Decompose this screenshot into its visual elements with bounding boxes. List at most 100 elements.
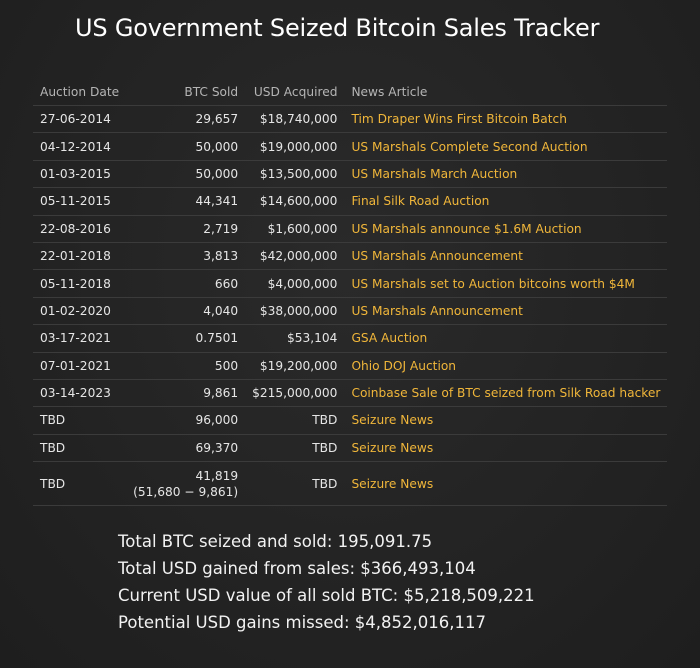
auction-date-cell: 22-08-2016 xyxy=(33,215,127,243)
news-article-cell: Final Silk Road Auction xyxy=(344,187,668,216)
usd-acquired-cell: $14,600,000 xyxy=(245,187,345,216)
news-article-link[interactable]: US Marshals March Auction xyxy=(351,166,518,181)
totals-summary: Total BTC seized and sold: 195,091.75 To… xyxy=(118,528,535,636)
btc-sold-value: 69,370 xyxy=(195,440,239,455)
total-usd-gained: Total USD gained from sales: $366,493,10… xyxy=(118,559,476,578)
auction-date-cell: 27-06-2014 xyxy=(33,105,127,134)
news-article-link[interactable]: US Marshals Complete Second Auction xyxy=(351,139,588,154)
news-article-link[interactable]: Seizure News xyxy=(351,476,434,491)
btc-sold-value: 50,000 xyxy=(195,139,239,154)
btc-sold-value: 41,819 xyxy=(195,468,239,483)
btc-sold-cell: 50,000 xyxy=(126,132,246,161)
current-usd-value: Current USD value of all sold BTC: $5,21… xyxy=(118,586,535,605)
table-row: 27-06-2014 29,657 $18,740,000 Tim Draper Wi… xyxy=(33,105,668,134)
btc-sold-breakdown: (51,680 − 9,861) xyxy=(133,484,239,499)
news-article-cell: US Marshals March Auction xyxy=(344,160,668,189)
news-article-link[interactable]: GSA Auction xyxy=(351,331,428,346)
usd-acquired-cell: $19,000,000 xyxy=(245,132,345,161)
news-article-link[interactable]: Final Silk Road Auction xyxy=(351,194,490,209)
news-article-cell: US Marshals Announcement xyxy=(344,242,668,271)
usd-acquired-cell: $53,104 xyxy=(245,324,345,353)
btc-sold-value: 4,040 xyxy=(203,303,239,318)
auction-date-cell: 22-01-2018 xyxy=(33,242,127,271)
table-row: TBD 96,000 TBD Seizure News xyxy=(33,406,668,435)
btc-sold-value: 44,341 xyxy=(195,194,239,209)
news-article-cell: Seizure News xyxy=(344,461,668,507)
btc-sold-cell: 44,341 xyxy=(126,187,246,216)
usd-acquired-cell: $42,000,000 xyxy=(245,242,345,271)
usd-acquired-cell: TBD xyxy=(245,461,345,507)
news-article-link[interactable]: Seizure News xyxy=(351,440,434,455)
auction-date-cell: 03-14-2023 xyxy=(33,379,127,408)
total-btc-sold: Total BTC seized and sold: 195,091.75 xyxy=(118,532,433,551)
btc-sold-cell: 41,819 (51,680 − 9,861) xyxy=(126,461,246,507)
news-article-cell: Ohio DOJ Auction xyxy=(344,352,668,380)
news-article-cell: Tim Draper Wins First Bitcoin Batch xyxy=(344,105,668,134)
table-row: 01-03-2015 50,000 $13,500,000 US Marshals M… xyxy=(33,160,668,189)
news-article-link[interactable]: Ohio DOJ Auction xyxy=(351,358,457,373)
auction-date-cell: 05-11-2015 xyxy=(33,187,127,216)
page-title: US Government Seized Bitcoin Sales Track… xyxy=(75,14,600,42)
auction-date-cell: 01-03-2015 xyxy=(33,160,127,189)
table-body: 27-06-2014 29,657 $18,740,000 Tim Draper Wi… xyxy=(33,105,668,507)
news-article-cell: GSA Auction xyxy=(344,324,668,353)
auction-table: Auction Date BTC Sold USD Acquired News … xyxy=(33,78,668,507)
auction-date-cell: 05-11-2018 xyxy=(33,269,127,298)
usd-acquired-cell: $19,200,000 xyxy=(245,352,345,380)
table-row: 04-12-2014 50,000 $19,000,000 US Marshals C… xyxy=(33,132,668,161)
btc-sold-value: 0.7501 xyxy=(195,331,239,346)
btc-sold-cell: 50,000 xyxy=(126,160,246,189)
news-article-link[interactable]: US Marshals set to Auction bitcoins wort… xyxy=(351,276,635,291)
btc-sold-value: 9,861 xyxy=(203,386,239,401)
btc-sold-cell: 69,370 xyxy=(126,434,246,463)
btc-sold-value: 500 xyxy=(214,358,239,373)
table-row: 22-01-2018 3,813 $42,000,000 US Marshals An… xyxy=(33,242,668,271)
btc-sold-cell: 0.7501 xyxy=(126,324,246,353)
news-article-cell: US Marshals announce $1.6M Auction xyxy=(344,215,668,243)
table-row: 05-11-2018 660 $4,000,000 US Marshals set t… xyxy=(33,269,668,298)
btc-sold-value: 29,657 xyxy=(195,112,239,127)
btc-sold-value: 50,000 xyxy=(195,166,239,181)
auction-date-cell: 04-12-2014 xyxy=(33,132,127,161)
usd-acquired-cell: TBD xyxy=(245,434,345,463)
news-article-link[interactable]: Coinbase Sale of BTC seized from Silk Ro… xyxy=(351,386,661,401)
news-article-link[interactable]: Seizure News xyxy=(351,413,434,428)
btc-sold-cell: 3,813 xyxy=(126,242,246,271)
table-row: 22-08-2016 2,719 $1,600,000 US Marshals ann… xyxy=(33,215,668,243)
table-row: TBD 69,370 TBD Seizure News xyxy=(33,434,668,463)
usd-acquired-cell: $4,000,000 xyxy=(245,269,345,298)
auction-date-cell: TBD xyxy=(33,406,127,435)
potential-gains-missed: Potential USD gains missed: $4,852,016,1… xyxy=(118,613,486,632)
news-article-cell: US Marshals Announcement xyxy=(344,297,668,326)
usd-acquired-cell: $215,000,000 xyxy=(245,379,345,408)
btc-sold-value: 2,719 xyxy=(203,221,239,236)
btc-sold-cell: 660 xyxy=(126,269,246,298)
table-row: 07-01-2021 500 $19,200,000 Ohio DOJ Auction xyxy=(33,352,668,380)
news-article-cell: US Marshals Complete Second Auction xyxy=(344,132,668,161)
usd-acquired-cell: $18,740,000 xyxy=(245,105,345,134)
news-article-cell: Coinbase Sale of BTC seized from Silk Ro… xyxy=(344,379,668,408)
auction-date-cell: 07-01-2021 xyxy=(33,352,127,380)
btc-sold-value: 660 xyxy=(214,276,239,291)
btc-sold-cell: 2,719 xyxy=(126,215,246,243)
news-article-link[interactable]: Tim Draper Wins First Bitcoin Batch xyxy=(351,112,567,127)
header-usd-acquired: USD Acquired xyxy=(245,78,345,106)
news-article-link[interactable]: US Marshals Announcement xyxy=(351,303,523,318)
table-row: 01-02-2020 4,040 $38,000,000 US Marshals An… xyxy=(33,297,668,326)
news-article-link[interactable]: US Marshals announce $1.6M Auction xyxy=(351,221,582,236)
table-header-row: Auction Date BTC Sold USD Acquired News … xyxy=(33,78,668,106)
auction-date-cell: TBD xyxy=(33,434,127,463)
auction-date-cell: TBD xyxy=(33,461,127,507)
usd-acquired-cell: TBD xyxy=(245,406,345,435)
auction-date-cell: 01-02-2020 xyxy=(33,297,127,326)
auction-date-cell: 03-17-2021 xyxy=(33,324,127,353)
usd-acquired-cell: $38,000,000 xyxy=(245,297,345,326)
btc-sold-cell: 4,040 xyxy=(126,297,246,326)
btc-sold-cell: 96,000 xyxy=(126,406,246,435)
header-btc-sold: BTC Sold xyxy=(126,78,246,106)
btc-sold-cell: 9,861 xyxy=(126,379,246,408)
news-article-cell: US Marshals set to Auction bitcoins wort… xyxy=(344,269,668,298)
table-row: 05-11-2015 44,341 $14,600,000 Final Silk Ro… xyxy=(33,187,668,216)
btc-sold-cell: 500 xyxy=(126,352,246,380)
news-article-link[interactable]: US Marshals Announcement xyxy=(351,249,523,264)
